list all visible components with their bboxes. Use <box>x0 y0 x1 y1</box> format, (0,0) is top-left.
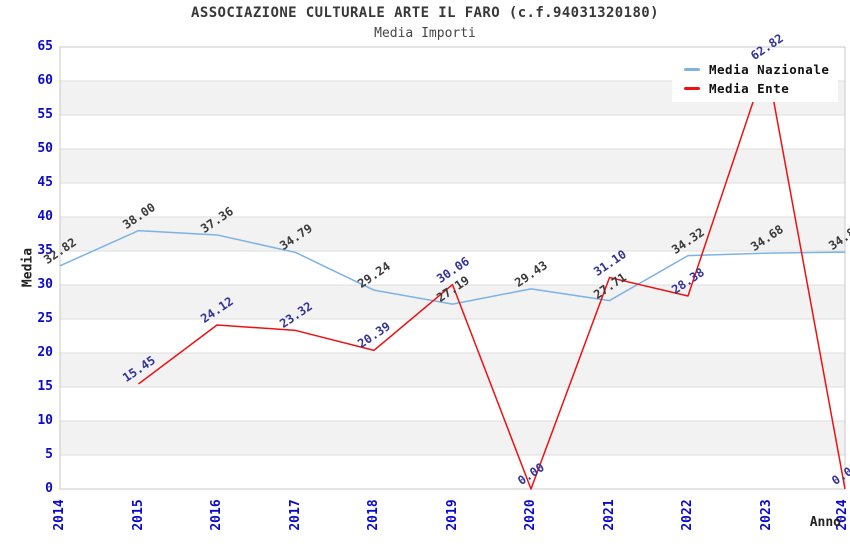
grid-band <box>60 149 845 183</box>
y-tick-label: 40 <box>37 209 53 224</box>
series-line-media-nazionale <box>59 229 846 305</box>
legend-label: Media Nazionale <box>709 62 830 77</box>
x-axis-title: Anno <box>809 515 841 530</box>
y-tick-label: 50 <box>37 141 53 156</box>
y-tick-label: 60 <box>37 73 53 88</box>
legend-label: Media Ente <box>709 81 790 96</box>
y-tick-label: 10 <box>37 413 53 428</box>
y-tick-label: 5 <box>45 447 53 462</box>
y-tick-label: 45 <box>37 175 53 190</box>
chart-subtitle: Media Importi <box>374 26 476 41</box>
legend: Media Nazionale Media Ente <box>672 56 838 102</box>
line-marker-icon <box>684 68 700 71</box>
y-tick-label: 15 <box>37 379 53 394</box>
y-tick-label: 55 <box>37 107 53 122</box>
y-tick-label: 30 <box>37 277 53 292</box>
plot-border <box>59 46 846 490</box>
grid-band <box>60 421 845 455</box>
y-tick-label: 0 <box>45 481 53 496</box>
grid-band <box>60 285 845 319</box>
series-line-media-ente <box>138 61 846 490</box>
legend-item-media-nazionale: Media Nazionale <box>684 62 838 77</box>
chart-title: ASSOCIAZIONE CULTURALE ARTE IL FARO (c.f… <box>191 5 659 21</box>
line-marker-icon <box>684 87 700 90</box>
grid-band <box>60 353 845 387</box>
y-tick-label: 65 <box>37 39 53 54</box>
y-tick-label: 35 <box>37 243 53 258</box>
y-tick-label: 20 <box>37 345 53 360</box>
legend-item-media-ente: Media Ente <box>684 81 838 96</box>
y-tick-label: 25 <box>37 311 53 326</box>
grid-band <box>60 217 845 251</box>
